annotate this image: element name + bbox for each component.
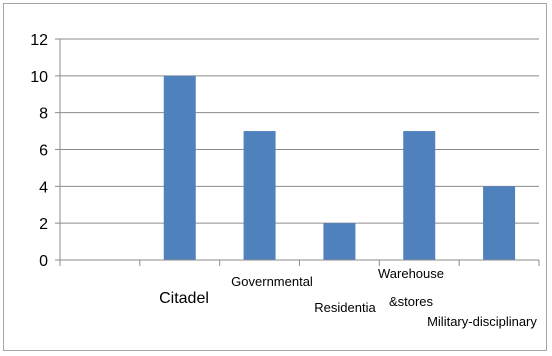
y-tick-label: 10: [30, 69, 48, 86]
bar-military-disciplinary: [483, 186, 516, 260]
x-category-label: Military-disciplinary: [427, 314, 537, 329]
y-tick-label: 8: [39, 106, 48, 123]
y-tick-label: 0: [39, 253, 48, 270]
y-tick-label: 4: [39, 179, 48, 196]
y-tick-labels: 0 2 4 6 8 10 12: [30, 32, 48, 270]
y-tick-label: 2: [39, 216, 48, 233]
x-category-label: Residentia: [314, 300, 376, 315]
y-tick-label: 12: [30, 32, 48, 49]
y-tick-label: 6: [39, 143, 48, 160]
bar-warehouse-stores: [403, 131, 436, 260]
bar-residential: [323, 223, 356, 260]
x-category-label: &stores: [389, 294, 434, 309]
x-category-label: Warehouse: [378, 266, 444, 281]
bar-governmental: [243, 131, 276, 260]
x-category-label: Governmental: [231, 274, 313, 289]
gridlines: [60, 38, 539, 224]
x-category-label: Citadel: [159, 290, 209, 307]
bar-citadel: [163, 75, 196, 260]
bars: [163, 75, 516, 260]
axes: [55, 38, 540, 266]
chart-frame: 0 2 4 6 8 10 12 Citadel Governmental Residentia W…: [3, 3, 547, 351]
